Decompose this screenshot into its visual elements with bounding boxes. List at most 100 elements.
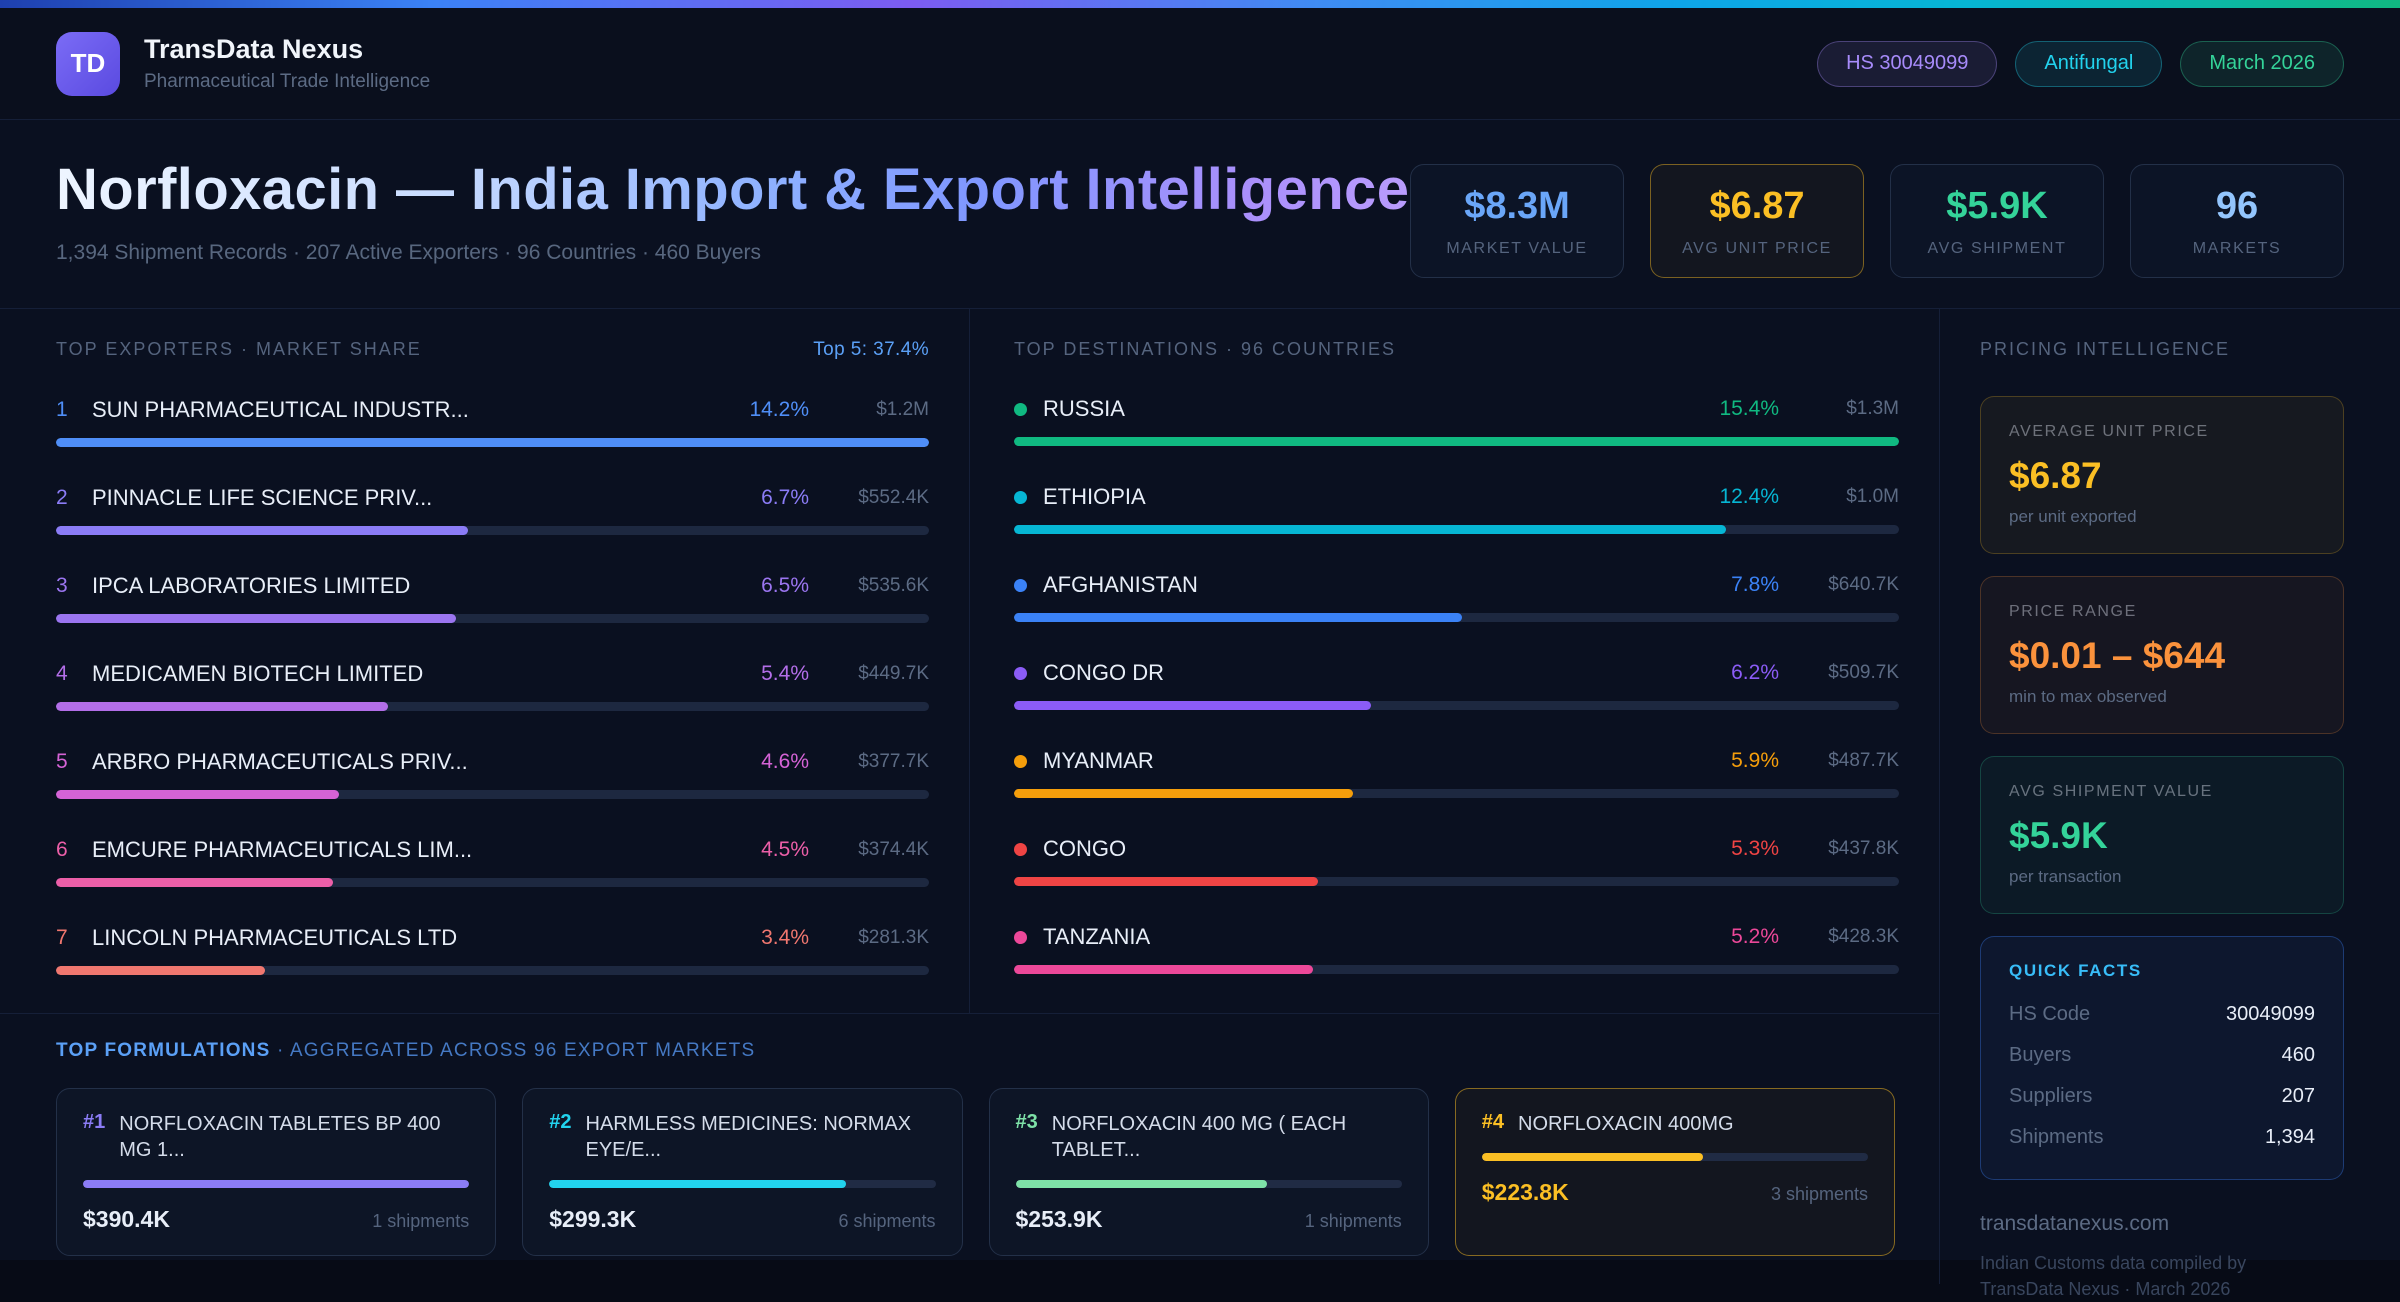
formulation-name: NORFLOXACIN TABLETES BP 400 MG 1... bbox=[119, 1113, 441, 1162]
country-dot-icon bbox=[1014, 402, 1027, 416]
card-note: per transaction bbox=[2009, 867, 2122, 886]
formulations-header: TOP FORMULATIONS · AGGREGATED ACROSS 96 … bbox=[56, 1040, 1895, 1062]
destination-name: MYANMAR bbox=[1043, 748, 1154, 773]
quick-facts-card: QUICK FACTS HS Code 30049099 Buyers 460 … bbox=[1980, 936, 2344, 1180]
exporter-share-pct: 5.4% bbox=[761, 662, 809, 685]
stat-value: $5.9K bbox=[1946, 184, 2048, 227]
fact-label: Shipments bbox=[2009, 1126, 2104, 1148]
exporters-title: TOP EXPORTERS · MARKET SHARE bbox=[56, 339, 422, 359]
hero-section: Norfloxacin — India Import & Export Inte… bbox=[0, 120, 2400, 308]
stat-label: AVG SHIPMENT bbox=[1927, 239, 2067, 257]
exporter-value: $449.7K bbox=[858, 663, 929, 684]
exporter-name: EMCURE PHARMACEUTICALS LIM... bbox=[92, 837, 473, 862]
stat-cards: $8.3M MARKET VALUE $6.87 AVG UNIT PRICE … bbox=[1410, 156, 2344, 278]
destination-name: ETHIOPIA bbox=[1043, 484, 1146, 509]
destination-row: RUSSIA 15.4% $1.3M bbox=[1014, 396, 1899, 446]
app-name: TransData Nexus bbox=[144, 34, 364, 64]
exporter-share-bar bbox=[56, 438, 929, 447]
exporter-row: 6 EMCURE PHARMACEUTICALS LIM... 4.5% $37… bbox=[56, 837, 929, 887]
stat-avg-shipment: $5.9K AVG SHIPMENT bbox=[1890, 164, 2104, 278]
destination-name: CONGO DR bbox=[1043, 660, 1164, 685]
destination-share-pct: 5.9% bbox=[1731, 749, 1779, 772]
destination-value: $1.3M bbox=[1846, 398, 1899, 419]
destination-value: $487.7K bbox=[1828, 750, 1899, 771]
formulation-bar bbox=[1481, 1153, 1868, 1162]
destinations-header: TOP DESTINATIONS · 96 COUNTRIES bbox=[1014, 339, 1899, 360]
exporter-share-pct: 6.5% bbox=[761, 574, 809, 597]
exporter-name: LINCOLN PHARMACEUTICALS LTD bbox=[92, 925, 458, 950]
main-content: TOP EXPORTERS · MARKET SHARE Top 5: 37.4… bbox=[0, 308, 2400, 1299]
destination-share-bar bbox=[1014, 877, 1899, 886]
data-source-note: Indian Customs data compiled by TransDat… bbox=[1980, 1253, 2247, 1300]
destination-name: AFGHANISTAN bbox=[1043, 572, 1198, 597]
stat-avg-unit-price: $6.87 AVG UNIT PRICE bbox=[1650, 164, 1864, 278]
destination-share-bar bbox=[1014, 437, 1899, 446]
pricing-title: PRICING INTELLIGENCE bbox=[1980, 339, 2231, 359]
destination-row: ETHIOPIA 12.4% $1.0M bbox=[1014, 484, 1899, 534]
period-badge[interactable]: March 2026 bbox=[2180, 40, 2344, 87]
country-dot-icon bbox=[1014, 754, 1027, 768]
exporter-rank: 1 bbox=[56, 398, 68, 421]
exporter-value: $535.6K bbox=[858, 575, 929, 596]
website-link[interactable]: transdatanexus.com bbox=[1980, 1212, 2170, 1235]
destination-share-bar bbox=[1014, 525, 1899, 534]
exporter-share-pct: 3.4% bbox=[761, 926, 809, 949]
formulation-shipments: 3 shipments bbox=[1770, 1184, 1868, 1205]
app-logo: TD bbox=[56, 31, 120, 96]
formulation-value: $253.9K bbox=[1015, 1205, 1103, 1232]
exporter-share-pct: 14.2% bbox=[749, 398, 809, 421]
exporter-share-bar bbox=[56, 966, 929, 975]
exporter-row: 2 PINNACLE LIFE SCIENCE PRIV... 6.7% $55… bbox=[56, 485, 929, 535]
destination-value: $428.3K bbox=[1828, 926, 1899, 947]
pricing-sidebar: PRICING INTELLIGENCE AVERAGE UNIT PRICE … bbox=[1940, 309, 2400, 1299]
quick-fact-row: Buyers 460 bbox=[2009, 1044, 2315, 1067]
destination-share-bar bbox=[1014, 965, 1899, 974]
stat-market-value: $8.3M MARKET VALUE bbox=[1410, 164, 1624, 278]
stat-value: $6.87 bbox=[1709, 184, 1805, 227]
quick-fact-row: Shipments 1,394 bbox=[2009, 1126, 2315, 1149]
formulations-subtitle: · AGGREGATED ACROSS 96 EXPORT MARKETS bbox=[276, 1040, 756, 1061]
fact-label: Suppliers bbox=[2009, 1085, 2093, 1107]
exporter-name: MEDICAMEN BIOTECH LIMITED bbox=[92, 661, 424, 686]
header-badges: HS 30049099 Antifungal March 2026 bbox=[1817, 40, 2344, 87]
fact-value: 207 bbox=[2281, 1085, 2315, 1107]
hs-code-badge[interactable]: HS 30049099 bbox=[1817, 40, 1998, 87]
stat-value: $8.3M bbox=[1464, 184, 1570, 227]
top-formulations-panel: TOP FORMULATIONS · AGGREGATED ACROSS 96 … bbox=[0, 1013, 1940, 1284]
destination-value: $1.0M bbox=[1846, 486, 1899, 507]
exporter-row: 1 SUN PHARMACEUTICAL INDUSTR... 14.2% $1… bbox=[56, 397, 929, 447]
formulation-card: #4 NORFLOXACIN 400MG $223.8K 3 shipments bbox=[1454, 1088, 1895, 1256]
exporter-value: $281.3K bbox=[858, 927, 929, 948]
destination-row: TANZANIA 5.2% $428.3K bbox=[1014, 924, 1899, 974]
card-value: $6.87 bbox=[2009, 455, 2102, 496]
app-header: TD TransData Nexus Pharmaceutical Trade … bbox=[0, 8, 2400, 120]
country-dot-icon bbox=[1014, 578, 1027, 592]
top-accent-strip bbox=[0, 0, 2400, 8]
top-exporters-panel: TOP EXPORTERS · MARKET SHARE Top 5: 37.4… bbox=[0, 309, 970, 1013]
exporter-share-bar bbox=[56, 614, 929, 623]
formulation-bar bbox=[549, 1179, 936, 1188]
formulation-bar bbox=[83, 1179, 470, 1188]
formulation-shipments: 6 shipments bbox=[838, 1210, 936, 1231]
exporter-name: SUN PHARMACEUTICAL INDUSTR... bbox=[92, 397, 469, 422]
destination-share-bar bbox=[1014, 613, 1899, 622]
destination-name: TANZANIA bbox=[1043, 924, 1151, 949]
card-label: AVERAGE UNIT PRICE bbox=[2009, 423, 2209, 440]
fact-value: 30049099 bbox=[2226, 1003, 2315, 1025]
formulation-name: HARMLESS MEDICINES: NORMAX EYE/E... bbox=[585, 1113, 912, 1162]
formulation-shipments: 1 shipments bbox=[1304, 1210, 1402, 1231]
exporter-value: $1.2M bbox=[876, 399, 929, 420]
price-range-card: PRICE RANGE $0.01 – $644 min to max obse… bbox=[1980, 576, 2344, 734]
destination-share-pct: 5.3% bbox=[1731, 837, 1779, 860]
fact-value: 460 bbox=[2281, 1044, 2315, 1066]
sidebar-footer: transdatanexus.com Indian Customs data c… bbox=[1980, 1212, 2344, 1302]
exporter-row: 5 ARBRO PHARMACEUTICALS PRIV... 4.6% $37… bbox=[56, 749, 929, 799]
formulation-bar bbox=[1015, 1179, 1402, 1188]
exporter-rank: 3 bbox=[56, 574, 68, 597]
category-badge[interactable]: Antifungal bbox=[2015, 40, 2163, 87]
formulations-title: TOP FORMULATIONS bbox=[56, 1040, 271, 1061]
card-note: min to max observed bbox=[2009, 687, 2167, 706]
card-label: AVG SHIPMENT VALUE bbox=[2009, 783, 2213, 800]
avg-shipment-value-card: AVG SHIPMENT VALUE $5.9K per transaction bbox=[1980, 756, 2344, 914]
